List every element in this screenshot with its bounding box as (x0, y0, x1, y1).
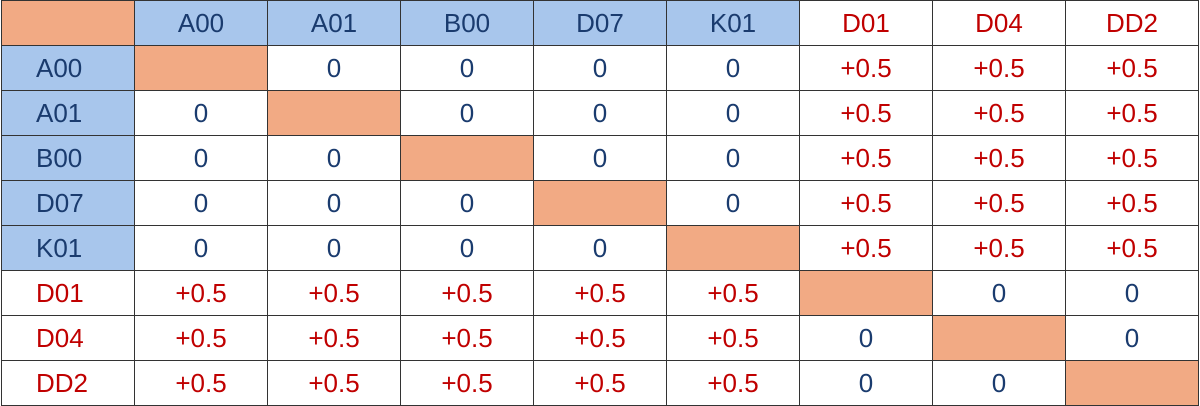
row-header: A00 (1, 45, 135, 91)
value-cell: +0.5 (400, 360, 534, 406)
header-row: A00 A01 B00 D07 K01 D01 D04 DD2 (1, 0, 1199, 46)
corner-cell (1, 0, 135, 46)
column-header: D01 (799, 0, 933, 46)
value-cell: +0.5 (799, 225, 933, 271)
row-header: A01 (1, 90, 135, 136)
value-cell: +0.5 (267, 270, 401, 316)
row-header: D01 (1, 270, 135, 316)
value-cell: 0 (799, 315, 933, 361)
diagonal-cell (533, 180, 667, 226)
table-row: D07 0 0 0 0 +0.5 +0.5 +0.5 (1, 180, 1199, 226)
value-cell: 0 (267, 225, 401, 271)
value-cell: 0 (666, 90, 800, 136)
row-header: K01 (1, 225, 135, 271)
diagonal-cell (134, 45, 268, 91)
value-cell: +0.5 (799, 180, 933, 226)
diagonal-cell (666, 225, 800, 271)
table-row: K01 0 0 0 0 +0.5 +0.5 +0.5 (1, 225, 1199, 271)
value-cell: 0 (134, 135, 268, 181)
value-cell: +0.5 (267, 360, 401, 406)
diagonal-cell (932, 315, 1066, 361)
value-cell: +0.5 (1065, 45, 1199, 91)
column-header: A00 (134, 0, 268, 46)
value-cell: 0 (666, 45, 800, 91)
value-cell: 0 (799, 360, 933, 406)
value-cell: +0.5 (134, 270, 268, 316)
value-cell: 0 (666, 180, 800, 226)
column-header: DD2 (1065, 0, 1199, 46)
value-cell: +0.5 (267, 315, 401, 361)
table-row: DD2 +0.5 +0.5 +0.5 +0.5 +0.5 0 0 (1, 360, 1199, 406)
value-cell: 0 (533, 225, 667, 271)
row-header: D07 (1, 180, 135, 226)
value-cell: 0 (400, 45, 534, 91)
value-cell: +0.5 (400, 270, 534, 316)
value-cell: +0.5 (932, 225, 1066, 271)
value-cell: +0.5 (666, 270, 800, 316)
value-cell: +0.5 (400, 315, 534, 361)
table-row: B00 0 0 0 0 +0.5 +0.5 +0.5 (1, 135, 1199, 181)
column-header: K01 (666, 0, 800, 46)
value-cell: +0.5 (533, 315, 667, 361)
value-cell: +0.5 (799, 90, 933, 136)
value-cell: 0 (400, 90, 534, 136)
table-row: A01 0 0 0 0 +0.5 +0.5 +0.5 (1, 90, 1199, 136)
value-cell: +0.5 (799, 135, 933, 181)
value-cell: 0 (400, 225, 534, 271)
diagonal-cell (400, 135, 534, 181)
value-cell: 0 (134, 90, 268, 136)
value-cell: +0.5 (932, 45, 1066, 91)
value-cell: +0.5 (932, 180, 1066, 226)
value-cell: +0.5 (533, 270, 667, 316)
value-cell: 0 (134, 180, 268, 226)
value-cell: +0.5 (666, 360, 800, 406)
value-cell: 0 (932, 270, 1066, 316)
value-cell: +0.5 (1065, 90, 1199, 136)
value-cell: +0.5 (134, 315, 268, 361)
row-header: DD2 (1, 360, 135, 406)
value-cell: +0.5 (1065, 135, 1199, 181)
value-cell: +0.5 (134, 360, 268, 406)
value-cell: +0.5 (932, 135, 1066, 181)
column-header: D04 (932, 0, 1066, 46)
row-header: B00 (1, 135, 135, 181)
value-cell: 0 (134, 225, 268, 271)
diagonal-cell (1065, 360, 1199, 406)
column-header: D07 (533, 0, 667, 46)
value-cell: 0 (932, 360, 1066, 406)
value-cell: +0.5 (1065, 180, 1199, 226)
value-cell: 0 (1065, 270, 1199, 316)
value-cell: 0 (400, 180, 534, 226)
row-header: D04 (1, 315, 135, 361)
value-cell: 0 (666, 135, 800, 181)
table-row: D01 +0.5 +0.5 +0.5 +0.5 +0.5 0 0 (1, 270, 1199, 316)
value-cell: 0 (533, 45, 667, 91)
value-cell: 0 (533, 90, 667, 136)
table-row: D04 +0.5 +0.5 +0.5 +0.5 +0.5 0 0 (1, 315, 1199, 361)
value-cell: 0 (267, 180, 401, 226)
value-cell: +0.5 (666, 315, 800, 361)
diagonal-cell (799, 270, 933, 316)
value-cell: +0.5 (1065, 225, 1199, 271)
column-header: B00 (400, 0, 534, 46)
value-cell: 0 (267, 135, 401, 181)
value-cell: 0 (533, 135, 667, 181)
value-cell: +0.5 (932, 90, 1066, 136)
diagonal-cell (267, 90, 401, 136)
column-header: A01 (267, 0, 401, 46)
value-cell: +0.5 (799, 45, 933, 91)
table-row: A00 0 0 0 0 +0.5 +0.5 +0.5 (1, 45, 1199, 91)
value-cell: 0 (267, 45, 401, 91)
value-cell: +0.5 (533, 360, 667, 406)
value-cell: 0 (1065, 315, 1199, 361)
